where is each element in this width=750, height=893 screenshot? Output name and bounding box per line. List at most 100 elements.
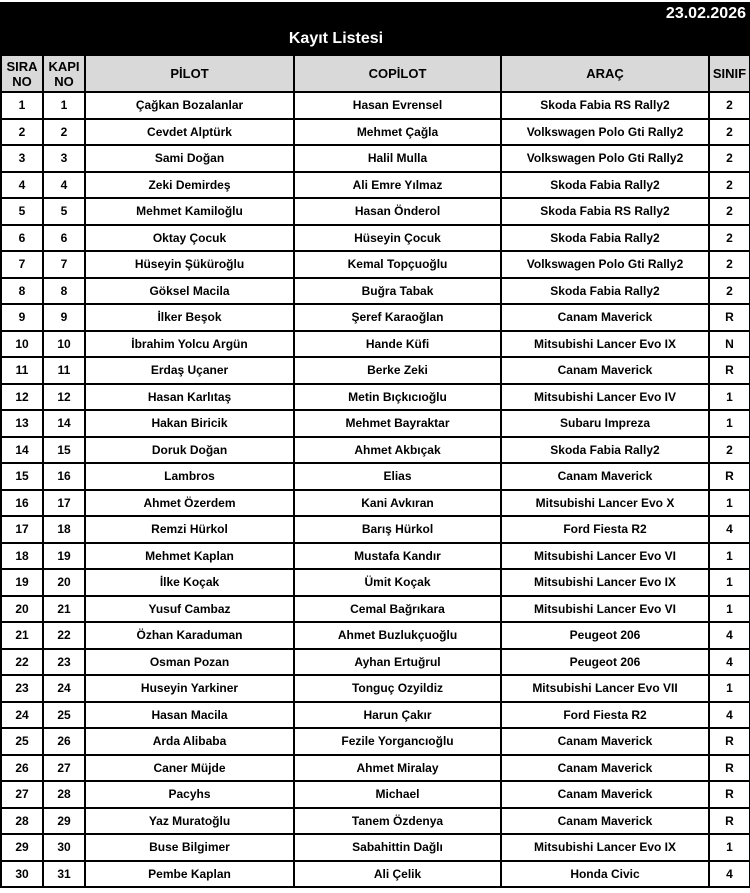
kapi-no-cell: 29 xyxy=(42,806,86,835)
sira-no-cell: 17 xyxy=(0,515,44,544)
copilot-cell: Ali Çelik xyxy=(293,859,502,888)
kapi-no-cell: 3 xyxy=(42,144,86,173)
kapi-no-cell: 7 xyxy=(42,250,86,279)
header-row: SIRA NO KAPI NO PİLOT COPİLOT ARAÇ SINIF xyxy=(0,54,750,93)
copilot-cell: Ümit Koçak xyxy=(293,568,502,597)
table-row: 8 8 Göksel Macila Buğra Tabak Skoda Fabia Ra… xyxy=(0,276,750,305)
copilot-cell: Ayhan Ertuğrul xyxy=(293,647,502,676)
kapi-no-cell: 22 xyxy=(42,621,86,650)
table-row: 27 28 Pacyhs Michael Canam Maverick R xyxy=(0,780,750,809)
sira-no-cell: 27 xyxy=(0,780,44,809)
arac-cell: Volkswagen Polo Gti Rally2 xyxy=(500,117,710,146)
pilot-cell: Caner Müjde xyxy=(84,753,295,782)
copilot-cell: Hande Küfi xyxy=(293,329,502,358)
table-row: 30 31 Pembe Kaplan Ali Çelik Honda Civic 4 xyxy=(0,859,750,888)
table-row: 9 9 İlker Beşok Şeref Karaoğlan Canam Maveri… xyxy=(0,303,750,332)
copilot-cell: Metin Bıçkıcıoğlu xyxy=(293,382,502,411)
pilot-cell: İbrahim Yolcu Argün xyxy=(84,329,295,358)
table-row: 4 4 Zeki Demirdeş Ali Emre Yılmaz Skoda Fabi… xyxy=(0,170,750,199)
sinif-cell: 1 xyxy=(708,674,750,703)
sinif-cell: 1 xyxy=(708,409,750,438)
pilot-cell: Özhan Karaduman xyxy=(84,621,295,650)
copilot-cell: Hasan Önderol xyxy=(293,197,502,226)
arac-cell: Skoda Fabia RS Rally2 xyxy=(500,197,710,226)
kapi-no-cell: 4 xyxy=(42,170,86,199)
arac-cell: Skoda Fabia Rally2 xyxy=(500,435,710,464)
pilot-cell: Ahmet Özerdem xyxy=(84,488,295,517)
kapi-no-cell: 21 xyxy=(42,594,86,623)
kapi-no-cell: 27 xyxy=(42,753,86,782)
sira-no-cell: 12 xyxy=(0,382,44,411)
sinif-cell: 2 xyxy=(708,170,750,199)
arac-cell: Mitsubishi Lancer Evo VII xyxy=(500,674,710,703)
copilot-cell: Kemal Topçuoğlu xyxy=(293,250,502,279)
pilot-cell: Lambros xyxy=(84,462,295,491)
kapi-no-cell: 31 xyxy=(42,859,86,888)
kapi-no-cell: 14 xyxy=(42,409,86,438)
arac-cell: Canam Maverick xyxy=(500,753,710,782)
sinif-cell: R xyxy=(708,356,750,385)
kapi-no-cell: 12 xyxy=(42,382,86,411)
sira-no-cell: 4 xyxy=(0,170,44,199)
pilot-cell: Doruk Doğan xyxy=(84,435,295,464)
table-row: 6 6 Oktay Çocuk Hüseyin Çocuk Skoda Fabia Ra… xyxy=(0,223,750,252)
table-row: 14 15 Doruk Doğan Ahmet Akbıçak Skoda Fabia … xyxy=(0,435,750,464)
kapi-no-cell: 26 xyxy=(42,727,86,756)
copilot-cell: Kani Avkıran xyxy=(293,488,502,517)
arac-cell: Volkswagen Polo Gti Rally2 xyxy=(500,144,710,173)
table-row: 20 21 Yusuf Cambaz Cemal Bağrıkara Mitsubish… xyxy=(0,594,750,623)
pilot-cell: Hakan Biricik xyxy=(84,409,295,438)
copilot-cell: Tanem Özdenya xyxy=(293,806,502,835)
arac-cell: Mitsubishi Lancer Evo X xyxy=(500,488,710,517)
kapi-no-cell: 5 xyxy=(42,197,86,226)
sira-no-cell: 18 xyxy=(0,541,44,570)
pilot-cell: Arda Alibaba xyxy=(84,727,295,756)
pilot-cell: Pembe Kaplan xyxy=(84,859,295,888)
copilot-cell: Mustafa Kandır xyxy=(293,541,502,570)
copilot-cell: Şeref Karaoğlan xyxy=(293,303,502,332)
sira-no-cell: 5 xyxy=(0,197,44,226)
pilot-cell: Cevdet Alptürk xyxy=(84,117,295,146)
copilot-cell: Elias xyxy=(293,462,502,491)
kapi-no-cell: 17 xyxy=(42,488,86,517)
sinif-cell: R xyxy=(708,753,750,782)
pilot-cell: Göksel Macila xyxy=(84,276,295,305)
arac-cell: Skoda Fabia Rally2 xyxy=(500,276,710,305)
sira-no-cell: 11 xyxy=(0,356,44,385)
sinif-cell: R xyxy=(708,727,750,756)
sira-no-cell: 3 xyxy=(0,144,44,173)
arac-cell: Canam Maverick xyxy=(500,806,710,835)
pilot-cell: Oktay Çocuk xyxy=(84,223,295,252)
sinif-cell: 4 xyxy=(708,647,750,676)
sinif-cell: R xyxy=(708,462,750,491)
kapi-no-cell: 28 xyxy=(42,780,86,809)
arac-cell: Mitsubishi Lancer Evo VI xyxy=(500,541,710,570)
kapi-no-cell: 11 xyxy=(42,356,86,385)
pilot-cell: Hüseyin Şükürоğlu xyxy=(84,250,295,279)
kapi-no-cell: 23 xyxy=(42,647,86,676)
col-sira-no: SIRA NO xyxy=(0,54,44,93)
kapi-no-cell: 25 xyxy=(42,700,86,729)
sinif-cell: 4 xyxy=(708,515,750,544)
arac-cell: Subaru Impreza xyxy=(500,409,710,438)
sinif-cell: 4 xyxy=(708,621,750,650)
table-row: 15 16 Lambros Elias Canam Maverick R xyxy=(0,462,750,491)
table-row: 19 20 İlke Koçak Ümit Koçak Mitsubishi Lance… xyxy=(0,568,750,597)
entry-list-table: SIRA NO KAPI NO PİLOT COPİLOT ARAÇ SINIF 1… xyxy=(0,54,750,888)
arac-cell: Mitsubishi Lancer Evo IV xyxy=(500,382,710,411)
sira-no-cell: 16 xyxy=(0,488,44,517)
copilot-cell: Fezile Yorgancıoğlu xyxy=(293,727,502,756)
sinif-cell: R xyxy=(708,806,750,835)
sira-no-cell: 7 xyxy=(0,250,44,279)
pilot-cell: Osman Pozan xyxy=(84,647,295,676)
title-banner: 23.02.2026 Kayıt Listesi xyxy=(0,2,750,54)
sira-no-cell: 22 xyxy=(0,647,44,676)
kapi-no-cell: 10 xyxy=(42,329,86,358)
table-row: 3 3 Sami Doğan Halil Mulla Volkswagen Polo G… xyxy=(0,144,750,173)
pilot-cell: Sami Doğan xyxy=(84,144,295,173)
sinif-cell: 4 xyxy=(708,859,750,888)
sira-no-cell: 26 xyxy=(0,753,44,782)
copilot-cell: Cemal Bağrıkara xyxy=(293,594,502,623)
copilot-cell: Tonguç Ozyildiz xyxy=(293,674,502,703)
sinif-cell: 2 xyxy=(708,117,750,146)
